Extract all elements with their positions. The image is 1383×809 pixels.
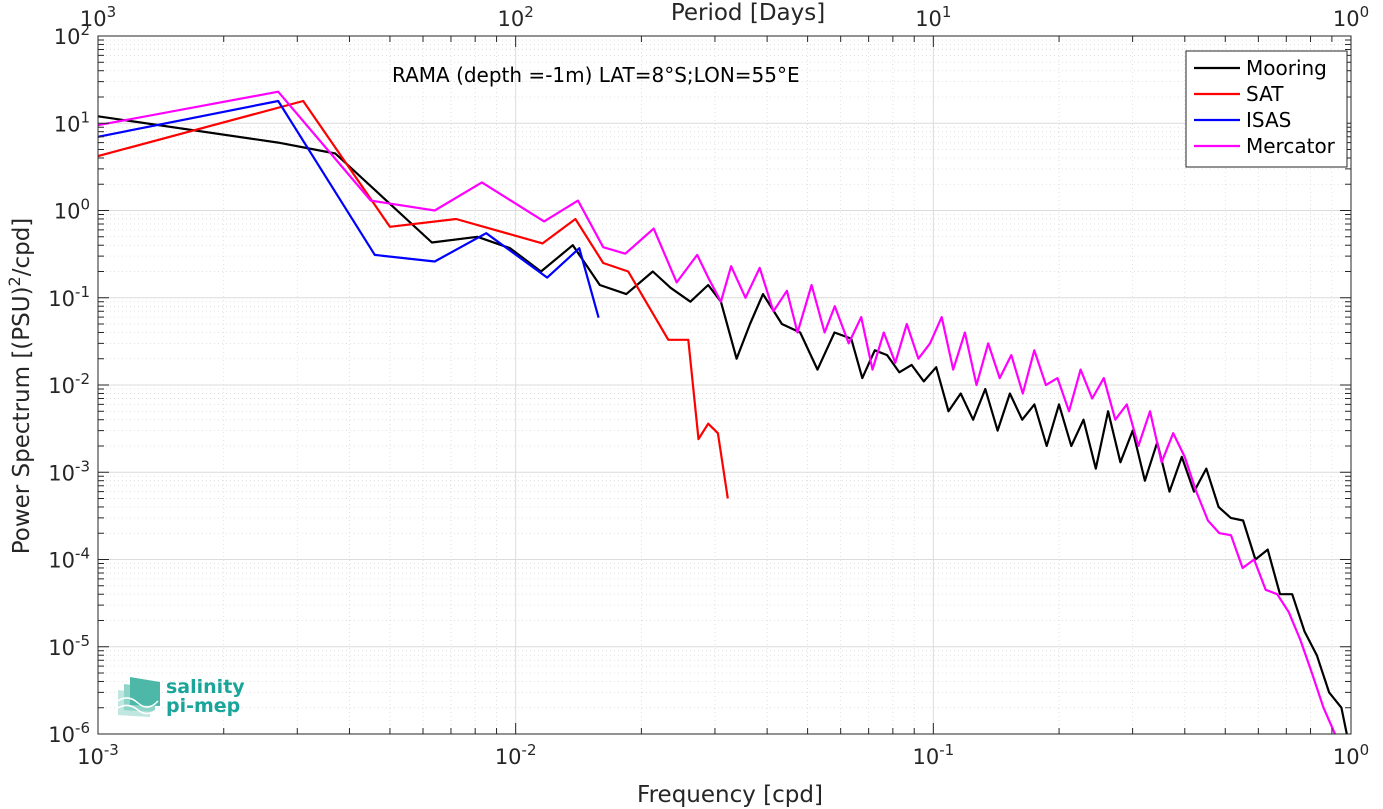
y-tick-label: 10-4 [48,545,90,573]
y-tick-label: 101 [54,108,90,136]
legend-label-mercator: Mercator [1246,134,1336,158]
legend-label-sat: SAT [1246,82,1284,106]
legend-label-isas: ISAS [1246,108,1291,132]
x-axis-title: Frequency [cpd] [637,782,823,808]
x-tick-label: 10-1 [912,741,954,769]
logo-pimep-text: pi-mep [166,695,240,717]
y-tick-label: 10-5 [48,632,90,660]
y-tick-labels: 102 101 100 10-1 10-2 10-3 10-4 10-5 10-6 [48,21,90,747]
logo-salinity-text: salinity [166,676,245,698]
y-tick-label: 100 [54,196,90,224]
chart-annotation: RAMA (depth =-1m) LAT=8°S;LON=55°E [392,63,800,87]
top-tick-labels: 103 102 101 100 [80,3,1369,31]
y-tick-label: 10-1 [48,283,90,311]
legend-label-mooring: Mooring [1246,56,1327,80]
top-tick-label: 100 [1333,3,1369,31]
x-tick-labels: 10-3 10-2 10-1 100 [77,741,1369,769]
x-tick-label: 10-2 [495,741,537,769]
series-line-isas [97,99,600,318]
wave-logo-icon [117,677,160,717]
top-tick-label: 103 [80,3,116,31]
y-axis-title: Power Spectrum [(PSU)2/cpd] [5,218,35,555]
series-line-sat [97,99,729,499]
legend-box [1185,50,1348,168]
series-line-mercator [97,90,1337,735]
series-layer [97,90,1348,735]
y-tick-label: 10-3 [48,457,90,485]
y-tick-label: 10-6 [48,719,90,747]
x-tick-label: 100 [1333,741,1369,769]
top-tick-label: 102 [498,3,534,31]
tick-marks [97,35,1352,735]
top-tick-label: 101 [915,3,951,31]
y-tick-label: 102 [54,21,90,49]
series-line-mooring [97,115,1348,735]
x-tick-label: 10-3 [77,741,119,769]
salinity-pi-mep-logo: salinity pi-mep [117,676,245,717]
minor-grid [98,36,1351,734]
top-axis-title: Period [Days] [671,0,825,26]
y-tick-label: 10-2 [48,370,90,398]
